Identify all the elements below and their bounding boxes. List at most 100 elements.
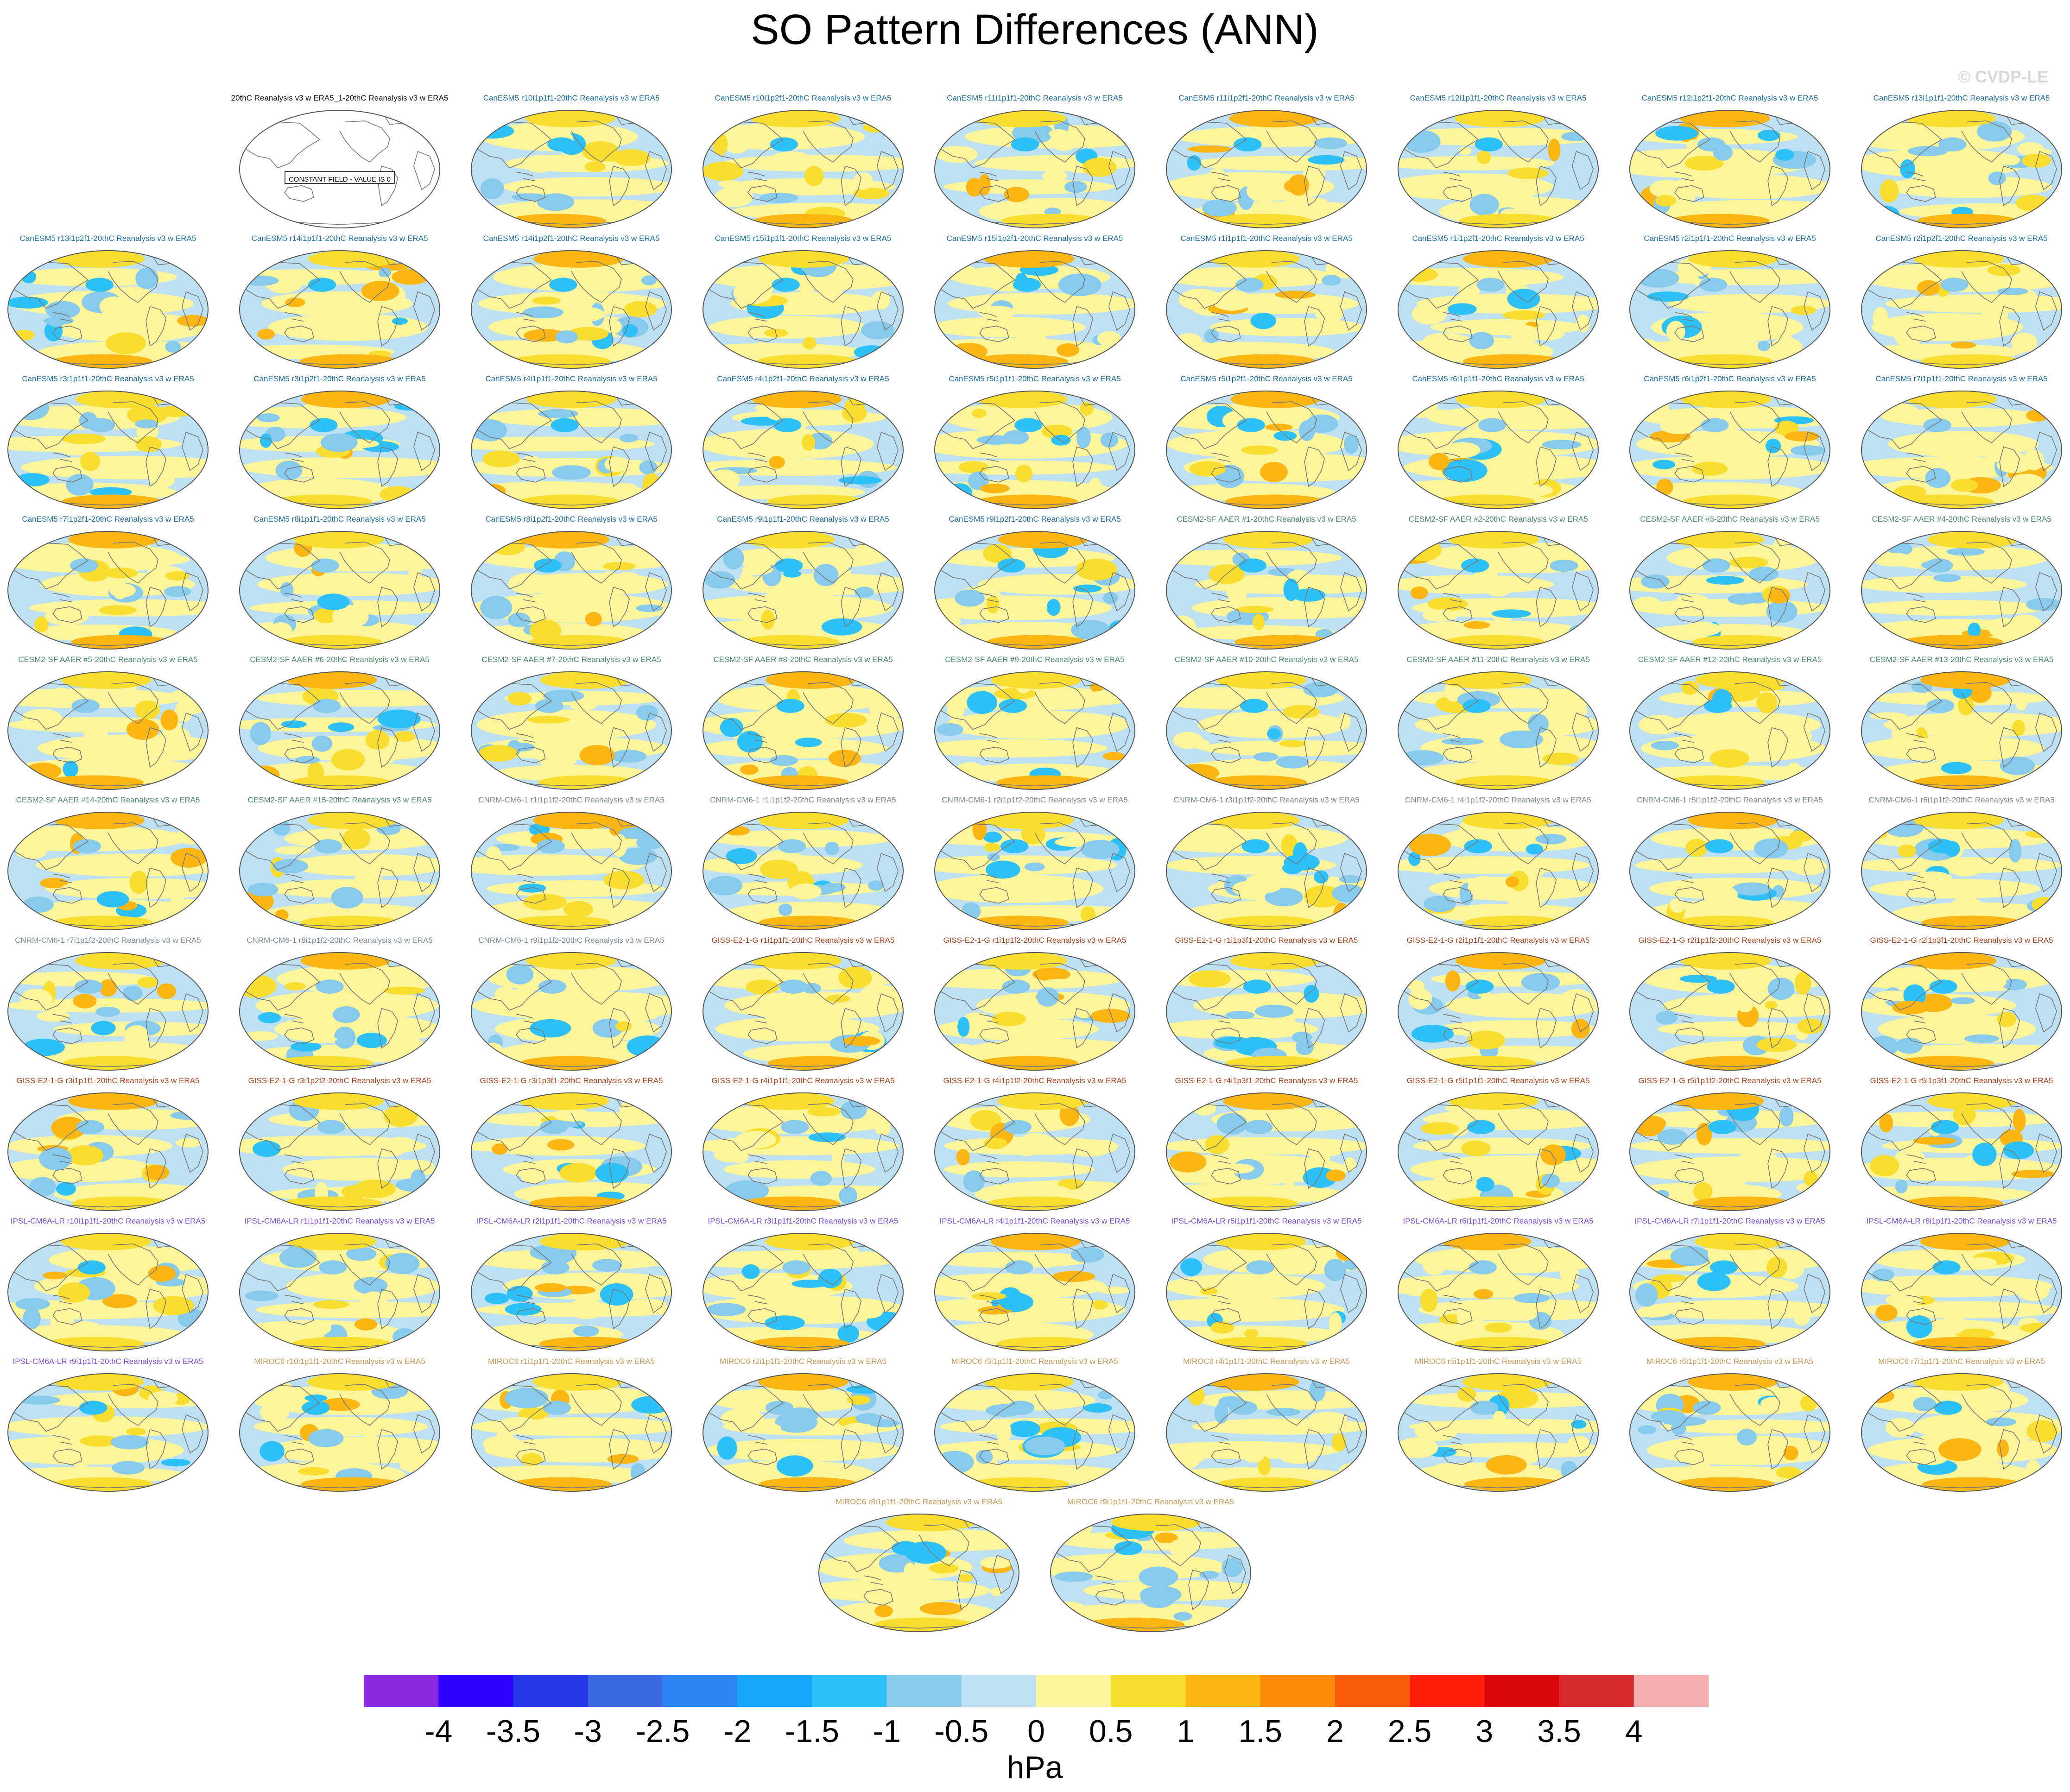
panel-label: CNRM-CM6-1 r8i1p1f2-20thC Reanalysis v3 …: [247, 936, 433, 945]
map-panel: CanESM5 r1i1p2f1-20thC Reanalysis v3 w E…: [1398, 234, 1599, 369]
panel-label: GISS-E2-1-G r1i1p1f2-20thC Reanalysis v3…: [943, 936, 1127, 945]
panel-label: CanESM5 r14i1p2f1-20thC Reanalysis v3 w …: [483, 234, 660, 243]
colorbar-swatch: [364, 1675, 439, 1707]
map-panel: CanESM5 r2i1p2f1-20thC Reanalysis v3 w E…: [1861, 234, 2062, 369]
map-panel: CESM2-SF AAER #11-20thC Reanalysis v3 w …: [1398, 655, 1599, 790]
panel-label: CNRM-CM6-1 r5i1p1f2-20thC Reanalysis v3 …: [1637, 795, 1823, 804]
panel-label: CanESM5 r2i1p1f1-20thC Reanalysis v3 w E…: [1644, 234, 1816, 243]
map-panel: CESM2-SF AAER #6-20thC Reanalysis v3 w E…: [239, 655, 440, 790]
map-panel: CanESM5 r3i1p1f1-20thC Reanalysis v3 w E…: [7, 374, 209, 509]
map-panel: CanESM5 r13i1p2f1-20thC Reanalysis v3 w …: [7, 234, 209, 369]
map-panel: CNRM-CM6-1 r3i1p1f2-20thC Reanalysis v3 …: [1166, 795, 1367, 930]
map-panel: MIROC6 r1i1p1f1-20thC Reanalysis v3 w ER…: [471, 1357, 672, 1492]
panel-label: CESM2-SF AAER #2-20thC Reanalysis v3 w E…: [1408, 515, 1588, 524]
map-panel: CNRM-CM6-1 r4i1p1f2-20thC Reanalysis v3 …: [1398, 795, 1599, 930]
panel-label: CanESM5 r4i1p1f1-20thC Reanalysis v3 w E…: [485, 374, 657, 383]
colorbar-tick-label: 1: [1177, 1714, 1195, 1749]
map-panel: MIROC6 r9i1p1f1-20thC Reanalysis v3 w ER…: [1050, 1497, 1251, 1632]
map-panel: GISS-E2-1-G r2i1p3f1-20thC Reanalysis v3…: [1861, 936, 2062, 1071]
panel-label: IPSL-CM6A-LR r10i1p1f1-20thC Reanalysis …: [11, 1217, 205, 1225]
panel-label: CNRM-CM6-1 r7i1p1f2-20thC Reanalysis v3 …: [15, 936, 201, 945]
panel-label: CanESM5 r9i1p2f1-20thC Reanalysis v3 w E…: [949, 515, 1120, 524]
panel-label: CESM2-SF AAER #7-20thC Reanalysis v3 w E…: [481, 655, 661, 664]
map-panel: CESM2-SF AAER #15-20thC Reanalysis v3 w …: [239, 795, 440, 930]
panel-label: CNRM-CM6-1 r1i1p1f2-20thC Reanalysis v3 …: [710, 795, 896, 804]
map-panel: CanESM5 r11i1p1f1-20thC Reanalysis v3 w …: [934, 94, 1135, 228]
panel-label: CanESM5 r4i1p2f1-20thC Reanalysis v3 w E…: [717, 374, 889, 383]
map-panel: CNRM-CM6-1 r6i1p1f2-20thC Reanalysis v3 …: [1861, 795, 2062, 930]
panel-label: CESM2-SF AAER #11-20thC Reanalysis v3 w …: [1406, 655, 1590, 664]
panel-label: CanESM5 r15i1p1f1-20thC Reanalysis v3 w …: [715, 234, 892, 243]
map-panel: CanESM5 r1i1p1f1-20thC Reanalysis v3 w E…: [1166, 234, 1367, 369]
map-panel: CanESM5 r14i1p2f1-20thC Reanalysis v3 w …: [471, 234, 672, 369]
colorbar-swatch: [1559, 1675, 1634, 1707]
panel-label: CanESM5 r8i1p1f1-20thC Reanalysis v3 w E…: [253, 515, 425, 524]
panel-label: 20thC Reanalysis v3 w ERA5_1-20thC Reana…: [231, 94, 449, 102]
panel-label: MIROC6 r3i1p1f1-20thC Reanalysis v3 w ER…: [951, 1357, 1118, 1366]
colorbar-swatch: [662, 1675, 738, 1707]
map-panel: CESM2-SF AAER #12-20thC Reanalysis v3 w …: [1629, 655, 1830, 790]
panel-label: GISS-E2-1-G r3i1p1f1-20thC Reanalysis v3…: [17, 1076, 200, 1085]
panel-label: CESM2-SF AAER #14-20thC Reanalysis v3 w …: [16, 795, 200, 804]
map-panel: CESM2-SF AAER #7-20thC Reanalysis v3 w E…: [471, 655, 672, 790]
colorbar-tick-label: 3.5: [1537, 1714, 1581, 1749]
map-panel: CESM2-SF AAER #9-20thC Reanalysis v3 w E…: [934, 655, 1135, 790]
panel-label: CESM2-SF AAER #1-20thC Reanalysis v3 w E…: [1177, 515, 1356, 524]
panel-label: GISS-E2-1-G r2i1p1f2-20thC Reanalysis v3…: [1639, 936, 1822, 945]
map-panel: CNRM-CM6-1 r5i1p1f2-20thC Reanalysis v3 …: [1629, 795, 1830, 930]
constant-field-label: CONSTANT FIELD - VALUE IS 0: [289, 176, 391, 183]
panel-label: MIROC6 r8i1p1f1-20thC Reanalysis v3 w ER…: [836, 1497, 1002, 1506]
map-panel: CanESM5 r15i1p2f1-20thC Reanalysis v3 w …: [934, 234, 1135, 369]
panel-label: CESM2-SF AAER #9-20thC Reanalysis v3 w E…: [945, 655, 1124, 664]
map-panel: CanESM5 r12i1p1f1-20thC Reanalysis v3 w …: [1398, 94, 1599, 228]
panel-label: CESM2-SF AAER #3-20thC Reanalysis v3 w E…: [1640, 515, 1819, 524]
map-panel: MIROC6 r4i1p1f1-20thC Reanalysis v3 w ER…: [1166, 1357, 1367, 1492]
map-panel: GISS-E2-1-G r4i1p1f2-20thC Reanalysis v3…: [934, 1076, 1135, 1211]
colorbar-swatch: [961, 1675, 1037, 1707]
panel-label: GISS-E2-1-G r4i1p1f2-20thC Reanalysis v3…: [943, 1076, 1127, 1085]
panel-label: GISS-E2-1-G r5i1p1f2-20thC Reanalysis v3…: [1639, 1076, 1822, 1085]
map-panel: GISS-E2-1-G r3i1p3f1-20thC Reanalysis v3…: [471, 1076, 672, 1211]
panel-label: MIROC6 r2i1p1f1-20thC Reanalysis v3 w ER…: [720, 1357, 886, 1366]
panel-label: CanESM5 r6i1p2f1-20thC Reanalysis v3 w E…: [1644, 374, 1816, 383]
panel-label: GISS-E2-1-G r2i1p3f1-20thC Reanalysis v3…: [1870, 936, 2053, 945]
map-panel: CanESM5 r9i1p2f1-20thC Reanalysis v3 w E…: [934, 515, 1135, 650]
panel-label: MIROC6 r9i1p1f1-20thC Reanalysis v3 w ER…: [1067, 1497, 1234, 1506]
map-panel: CanESM5 r12i1p2f1-20thC Reanalysis v3 w …: [1629, 94, 1830, 228]
map-panel: CESM2-SF AAER #5-20thC Reanalysis v3 w E…: [7, 655, 209, 790]
panel-grid: 20thC Reanalysis v3 w ERA5_1-20thC Reana…: [7, 94, 2062, 1632]
colorbar-swatch: [513, 1675, 589, 1707]
panel-label: CESM2-SF AAER #4-20thC Reanalysis v3 w E…: [1872, 515, 2051, 524]
colorbar-tick-label: -2.5: [635, 1714, 690, 1749]
map-panel: 20thC Reanalysis v3 w ERA5_1-20thC Reana…: [231, 94, 449, 228]
colorbar-swatch: [1335, 1675, 1410, 1707]
panel-label: CanESM5 r11i1p1f1-20thC Reanalysis v3 w …: [947, 94, 1123, 102]
panel-label: CanESM5 r10i1p2f1-20thC Reanalysis v3 w …: [715, 94, 892, 102]
panel-label: CNRM-CM6-1 r6i1p1f2-20thC Reanalysis v3 …: [1868, 795, 2055, 804]
map-panel: CanESM5 r5i1p1f1-20thC Reanalysis v3 w E…: [934, 374, 1135, 509]
map-panel: GISS-E2-1-G r1i1p1f1-20thC Reanalysis v3…: [703, 936, 904, 1071]
map-panel: GISS-E2-1-G r4i1p3f1-20thC Reanalysis v3…: [1166, 1076, 1367, 1211]
map-panel: GISS-E2-1-G r2i1p1f2-20thC Reanalysis v3…: [1629, 936, 1830, 1071]
map-panel: CanESM5 r8i1p2f1-20thC Reanalysis v3 w E…: [471, 515, 672, 650]
panel-label: CanESM5 r5i1p1f1-20thC Reanalysis v3 w E…: [949, 374, 1120, 383]
map-panel: IPSL-CM6A-LR r10i1p1f1-20thC Reanalysis …: [7, 1217, 209, 1351]
panel-label: CanESM5 r7i1p2f1-20thC Reanalysis v3 w E…: [22, 515, 194, 524]
panel-label: CanESM5 r12i1p1f1-20thC Reanalysis v3 w …: [1410, 94, 1587, 102]
map-panel: MIROC6 r10i1p1f1-20thC Reanalysis v3 w E…: [239, 1357, 440, 1492]
panel-label: GISS-E2-1-G r4i1p1f1-20thC Reanalysis v3…: [712, 1076, 895, 1085]
panel-label: CanESM5 r9i1p1f1-20thC Reanalysis v3 w E…: [717, 515, 889, 524]
panel-label: GISS-E2-1-G r2i1p1f1-20thC Reanalysis v3…: [1407, 936, 1590, 945]
map-panel: CanESM5 r11i1p2f1-20thC Reanalysis v3 w …: [1166, 94, 1367, 228]
map-panel: MIROC6 r6i1p1f1-20thC Reanalysis v3 w ER…: [1629, 1357, 1830, 1492]
map-panel: MIROC6 r8i1p1f1-20thC Reanalysis v3 w ER…: [818, 1497, 1019, 1632]
panel-label: CanESM5 r2i1p2f1-20thC Reanalysis v3 w E…: [1875, 234, 2047, 243]
colorbar-tick-label: 4: [1625, 1714, 1643, 1749]
panel-label: CanESM5 r14i1p1f1-20thC Reanalysis v3 w …: [252, 234, 428, 243]
panel-label: IPSL-CM6A-LR r8i1p1f1-20thC Reanalysis v…: [1866, 1217, 2057, 1225]
map-panel: CESM2-SF AAER #4-20thC Reanalysis v3 w E…: [1861, 515, 2062, 650]
colorbar-tick-label: -1.5: [785, 1714, 839, 1749]
panel-label: CanESM5 r12i1p2f1-20thC Reanalysis v3 w …: [1642, 94, 1818, 102]
map-panel: CanESM5 r2i1p1f1-20thC Reanalysis v3 w E…: [1629, 234, 1830, 369]
colorbar-tick-label: -3: [574, 1714, 601, 1749]
